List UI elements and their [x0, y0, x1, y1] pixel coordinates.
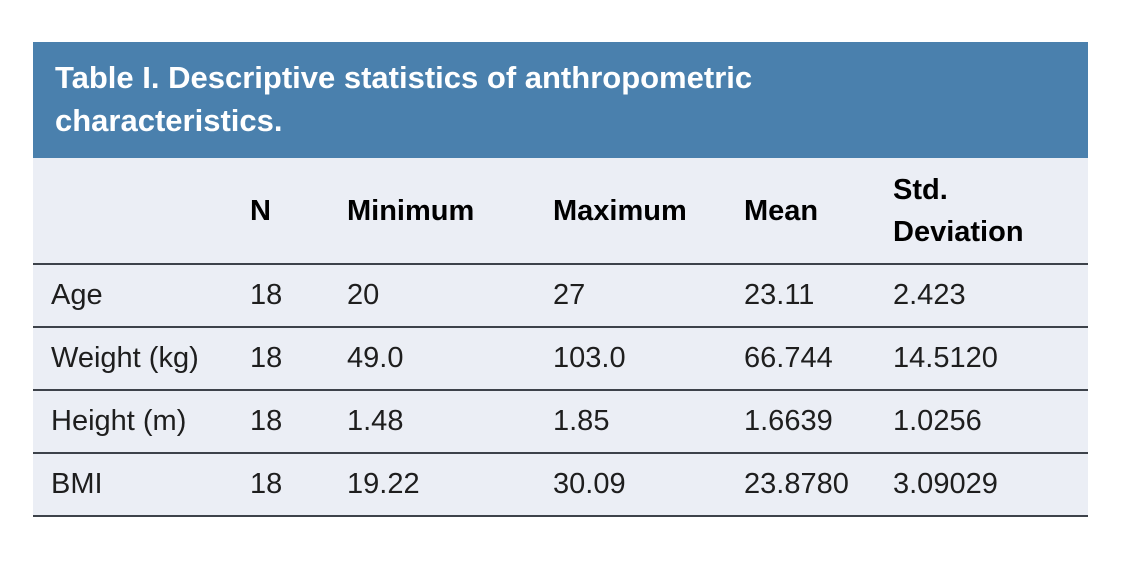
cell-weight-maximum: 103.0 — [553, 327, 744, 391]
table-title: Table I. Descriptive statistics of anthr… — [33, 42, 1088, 158]
column-header-std-deviation: Std. Deviation — [893, 158, 1088, 265]
column-header-maximum: Maximum — [553, 158, 744, 265]
cell-weight-std-deviation: 14.5120 — [893, 327, 1088, 391]
cell-bmi-std-deviation: 3.09029 — [893, 453, 1088, 517]
cell-height-n: 18 — [250, 390, 347, 454]
cell-age-n: 18 — [250, 264, 347, 328]
table-row-bmi: BMI 18 19.22 30.09 23.8780 3.09029 — [33, 453, 1088, 517]
cell-age-mean: 23.11 — [744, 264, 893, 328]
cell-weight-mean: 66.744 — [744, 327, 893, 391]
cell-age-std-deviation: 2.423 — [893, 264, 1088, 328]
cell-bmi-maximum: 30.09 — [553, 453, 744, 517]
column-header-mean: Mean — [744, 158, 893, 265]
header-row: N Minimum Maximum Mean Std. Deviation — [33, 158, 1088, 265]
cell-bmi-minimum: 19.22 — [347, 453, 553, 517]
column-header-blank — [33, 158, 250, 265]
cell-height-mean: 1.6639 — [744, 390, 893, 454]
cell-weight-n: 18 — [250, 327, 347, 391]
row-label-height: Height (m) — [33, 390, 250, 454]
row-label-weight: Weight (kg) — [33, 327, 250, 391]
cell-age-minimum: 20 — [347, 264, 553, 328]
cell-weight-minimum: 49.0 — [347, 327, 553, 391]
table-row-height: Height (m) 18 1.48 1.85 1.6639 1.0256 — [33, 390, 1088, 454]
statistics-table-card: Table I. Descriptive statistics of anthr… — [33, 42, 1088, 517]
row-label-age: Age — [33, 264, 250, 328]
table-row-weight: Weight (kg) 18 49.0 103.0 66.744 14.5120 — [33, 327, 1088, 391]
cell-bmi-mean: 23.8780 — [744, 453, 893, 517]
cell-height-std-deviation: 1.0256 — [893, 390, 1088, 454]
cell-height-minimum: 1.48 — [347, 390, 553, 454]
table-row-age: Age 18 20 27 23.11 2.423 — [33, 264, 1088, 328]
row-label-bmi: BMI — [33, 453, 250, 517]
statistics-table: N Minimum Maximum Mean Std. Deviation Ag… — [33, 158, 1088, 517]
cell-bmi-n: 18 — [250, 453, 347, 517]
cell-height-maximum: 1.85 — [553, 390, 744, 454]
column-header-minimum: Minimum — [347, 158, 553, 265]
cell-age-maximum: 27 — [553, 264, 744, 328]
column-header-n: N — [250, 158, 347, 265]
